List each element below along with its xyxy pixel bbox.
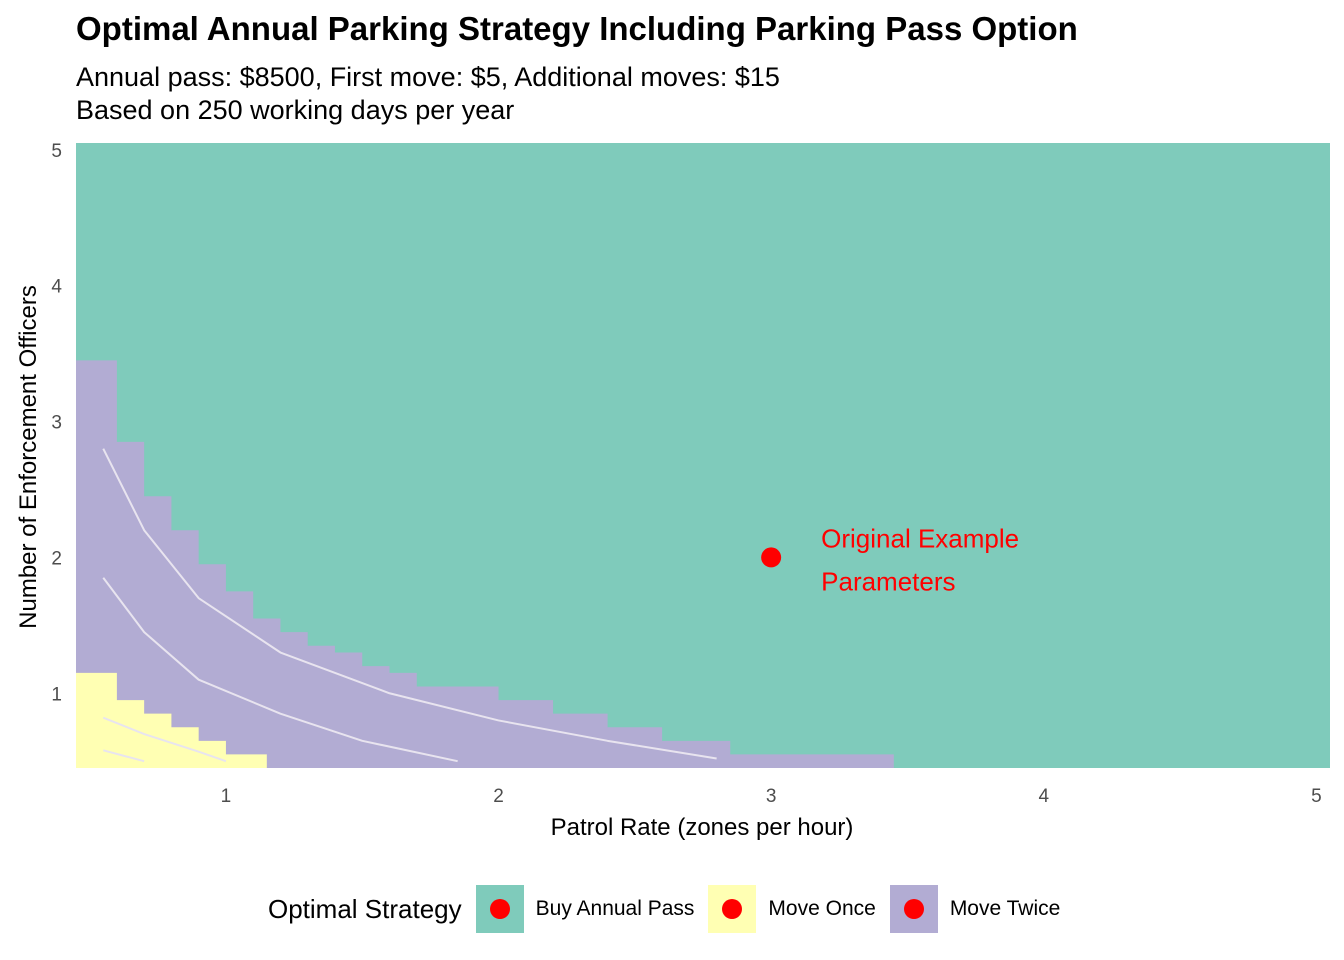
legend-title: Optimal Strategy (268, 893, 462, 924)
axis-ticks: 1 2 3 4 5 1 2 3 4 5 (51, 141, 1321, 807)
y-tick-label: 3 (51, 413, 62, 434)
point-annotation-line: Original Example (821, 523, 1019, 553)
y-tick-label: 1 (51, 684, 62, 705)
x-tick-label: 3 (766, 786, 777, 807)
contour-line (102, 716, 227, 763)
legend: Optimal Strategy Buy Annual Pass Move On… (268, 884, 1074, 934)
region-move-twice (76, 360, 894, 768)
contour-lines (102, 448, 717, 763)
legend-label-buy-annual-pass: Buy Annual Pass (535, 897, 695, 920)
legend-item-move-once: Move Once (708, 885, 876, 933)
x-tick-label: 5 (1311, 786, 1322, 807)
x-tick-label: 2 (493, 786, 504, 807)
contour-line (102, 577, 458, 763)
legend-item-move-twice: Move Twice (889, 885, 1061, 933)
x-axis-title: Patrol Rate (zones per hour) (551, 814, 854, 841)
legend-item-buy-annual-pass: Buy Annual Pass (475, 885, 695, 933)
strategy-regions (76, 143, 1330, 768)
x-tick-label: 4 (1038, 786, 1049, 807)
legend-key-move-twice (889, 885, 938, 933)
point-annotation-line: Parameters (821, 566, 955, 596)
x-tick-label: 1 (221, 786, 232, 807)
point-layer: Original Example Parameters (761, 523, 1019, 596)
chart-subtitle-line-2: Based on 250 working days per year (76, 95, 515, 125)
contour-line (102, 448, 717, 760)
legend-key-buy-annual-pass (475, 885, 524, 933)
y-tick-label: 5 (51, 141, 62, 162)
legend-label-move-once: Move Once (768, 897, 876, 920)
y-axis-title: Number of Enforcement Officers (15, 285, 42, 629)
region-move-once (76, 672, 267, 768)
contour-line (103, 749, 145, 763)
plot-area: 1 2 3 4 5 1 2 3 4 5 Original Example Parameters Pa… (15, 141, 1330, 841)
chart-title: Optimal Annual Parking Strategy Includin… (76, 10, 1078, 47)
legend-label-move-twice: Move Twice (949, 897, 1061, 920)
y-tick-label: 2 (51, 548, 62, 569)
legend-key-move-once (708, 885, 757, 933)
chart-subtitle-line-1: Annual pass: $8500, First move: $5, Addi… (76, 62, 780, 92)
data-point-original-example (761, 547, 782, 568)
y-tick-label: 4 (51, 277, 62, 298)
